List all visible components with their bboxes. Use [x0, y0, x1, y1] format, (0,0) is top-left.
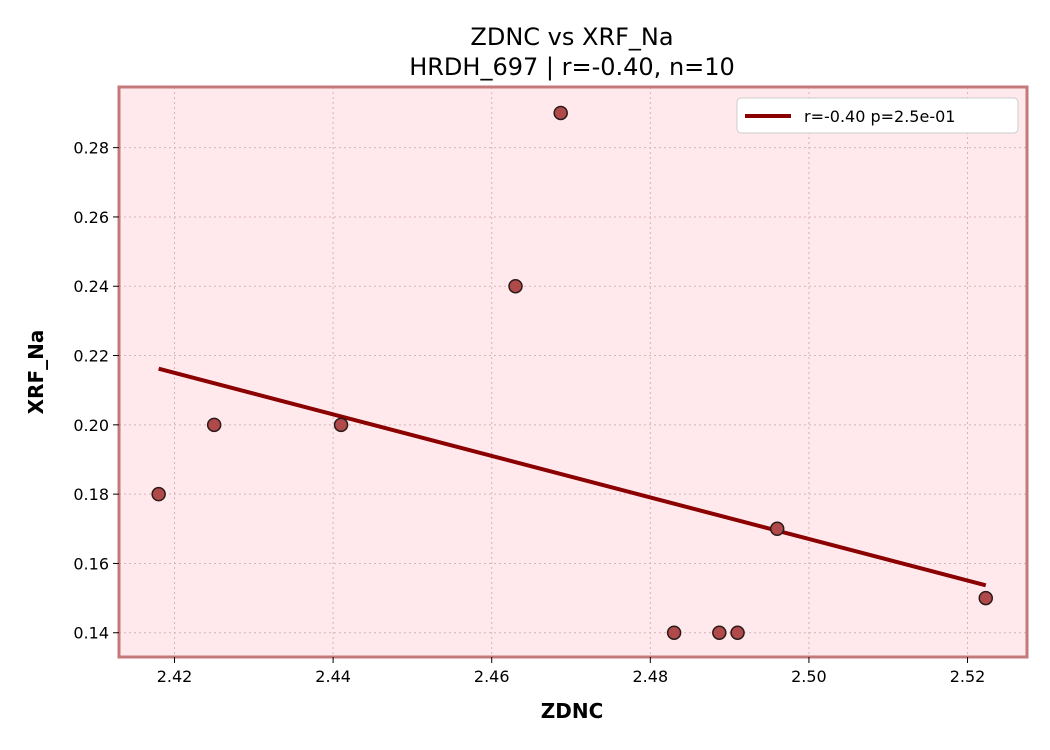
regression-line [158, 366, 987, 588]
x-tick-label: 2.44 [315, 667, 351, 686]
x-tick-label: 2.48 [633, 667, 669, 686]
y-tick-label: 0.16 [73, 554, 109, 573]
grid [119, 87, 1027, 657]
y-tick-label: 0.28 [73, 139, 109, 158]
y-axis-label: XRF_Na [24, 330, 48, 415]
y-tick-label: 0.22 [73, 347, 109, 366]
x-axis-ticks: 2.42 2.44 2.46 2.48 2.50 2.52 [157, 657, 986, 686]
y-axis-ticks: 0.14 0.16 0.18 0.20 0.22 0.24 0.26 0.28 [73, 139, 119, 643]
y-tick-label: 0.14 [73, 624, 109, 643]
y-tick-label: 0.18 [73, 485, 109, 504]
data-point [712, 625, 727, 640]
x-tick-label: 2.46 [474, 667, 510, 686]
x-tick-label: 2.52 [950, 667, 986, 686]
data-point [730, 625, 745, 640]
plot-frame [117, 85, 1029, 659]
legend-entry-fit: r=-0.40 p=2.5e-01 [804, 107, 955, 126]
data-point [333, 417, 349, 433]
data-point [978, 590, 994, 606]
y-tick-label: 0.26 [73, 208, 109, 227]
plot-area [119, 87, 1027, 657]
legend-box [736, 97, 1019, 134]
chart-subtitle: HRDH_697 | r=-0.40, n=10 [409, 53, 735, 81]
data-point [553, 105, 568, 121]
data-point [151, 486, 166, 502]
data-point [666, 625, 682, 640]
y-tick-label: 0.20 [73, 416, 109, 435]
x-tick-label: 2.42 [157, 667, 193, 686]
x-tick-label: 2.50 [791, 667, 827, 686]
data-points [151, 105, 994, 640]
data-point [769, 521, 785, 537]
data-point [508, 278, 523, 294]
y-tick-label: 0.24 [73, 277, 109, 296]
chart-title: ZDNC vs XRF_Na [470, 23, 673, 51]
legend: r=-0.40 p=2.5e-01 [736, 97, 1019, 134]
x-axis-label: ZDNC [541, 699, 604, 723]
data-point [206, 417, 222, 433]
